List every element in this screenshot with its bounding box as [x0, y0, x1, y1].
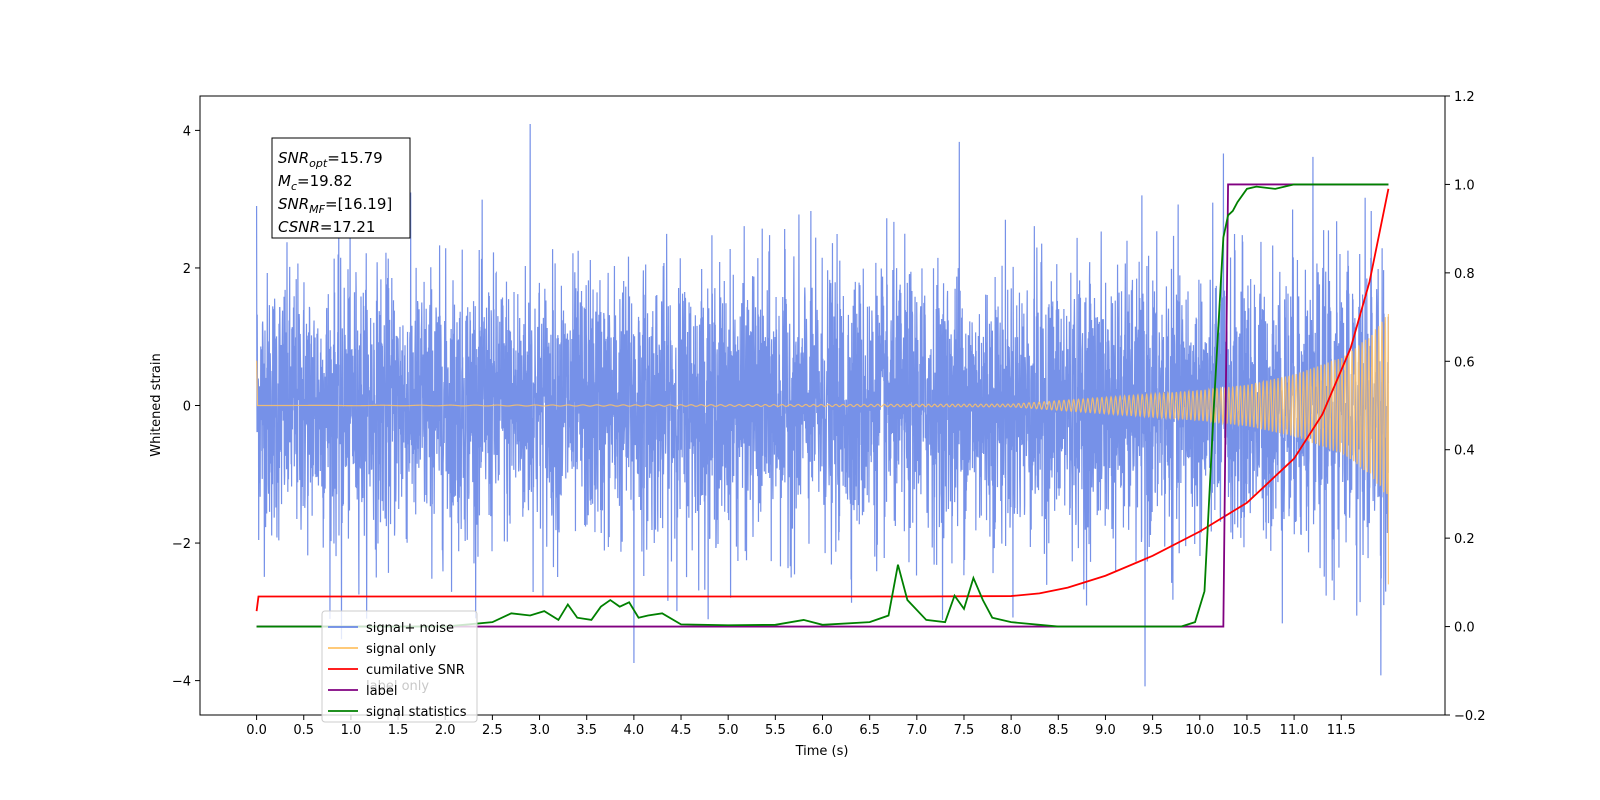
x-tick-label: 10.5 [1232, 723, 1261, 738]
x-tick-label: 11.0 [1280, 723, 1309, 738]
y2-tick-label: 1.2 [1454, 90, 1475, 105]
annotation-line: Mc=19.82 [278, 172, 353, 193]
legend-entry-label: signal+ noise [366, 621, 454, 636]
y2-tick-label: 0.6 [1454, 355, 1475, 370]
legend-entry-label: cumilative SNR [366, 663, 465, 678]
annotation-value: =[16.19] [325, 195, 392, 213]
series-signal-statistics-line [256, 183, 1389, 628]
legend-entry-label: label [366, 684, 397, 699]
x-tick-label: 2.5 [482, 723, 503, 738]
legend-hidden-text: label only [366, 679, 429, 694]
x-tick-label: 6.0 [812, 723, 833, 738]
series-layer [255, 123, 1390, 687]
x-tick-label: 0.0 [246, 723, 267, 738]
y-tick-label: 2 [183, 262, 191, 277]
annotation-symbol: CSNR [278, 218, 320, 236]
annotation-symbol: SNR [278, 195, 309, 213]
y-axis-label: Whitened strain [149, 353, 164, 456]
snr-annotation-box: SNRopt=15.79Mc=19.82SNRMF=[16.19]CSNR=17… [271, 137, 411, 239]
x-tick-label: 9.5 [1142, 723, 1163, 738]
y-tick-label: 4 [183, 124, 191, 139]
x-tick-label: 3.5 [576, 723, 597, 738]
x-tick-label: 5.0 [718, 723, 739, 738]
x-tick-label: 1.0 [341, 723, 362, 738]
x-tick-label: 7.5 [954, 723, 975, 738]
annotation-subscript: opt [309, 157, 328, 170]
annotation-symbol: SNR [278, 149, 309, 167]
x-tick-label: 8.0 [1001, 723, 1022, 738]
annotation-line: SNRMF=[16.19] [278, 195, 392, 216]
annotation-value: =15.79 [327, 149, 383, 167]
y-axis-right: −0.2 0.0 0.2 0.4 0.6 0.8 1.0 1.2 [1445, 90, 1486, 724]
x-tick-label: 10.0 [1185, 723, 1214, 738]
y-axis-left: −4 −2 0 2 4 [172, 124, 200, 690]
x-tick-label: 6.5 [859, 723, 880, 738]
x-tick-label: 2.0 [435, 723, 456, 738]
y2-tick-label: 0.8 [1454, 267, 1475, 282]
annotation-subscript: MF [309, 203, 325, 216]
x-tick-label: 7.0 [906, 723, 927, 738]
x-axis-label: Time (s) [795, 744, 849, 759]
y-tick-label: −2 [172, 537, 191, 552]
annotation-line: SNRopt=15.79 [278, 149, 383, 170]
y2-tick-label: 0.4 [1454, 444, 1475, 459]
annotation-value: =19.82 [297, 172, 353, 190]
annotation-symbol: M [278, 172, 291, 190]
x-tick-label: 0.5 [293, 723, 314, 738]
legend: label only signal+ noise signal only cumil… [321, 610, 478, 723]
y2-tick-label: 0.0 [1454, 621, 1475, 636]
legend-entry-label: signal statistics [366, 705, 467, 720]
y2-tick-label: 1.0 [1454, 178, 1475, 193]
annotation-line: CSNR=17.21 [278, 218, 375, 236]
y2-tick-label: −0.2 [1454, 709, 1486, 724]
x-tick-label: 3.0 [529, 723, 550, 738]
x-tick-label: 1.5 [388, 723, 409, 738]
x-tick-label: 11.5 [1327, 723, 1356, 738]
legend-entry-label: signal only [366, 642, 436, 657]
y-tick-label: 0 [183, 400, 191, 415]
annotation-subscript: c [291, 180, 297, 193]
y2-tick-label: 0.2 [1454, 532, 1475, 547]
series-cumulative-snr-line [255, 188, 1390, 612]
x-tick-label: 8.5 [1048, 723, 1069, 738]
x-tick-label: 9.0 [1095, 723, 1116, 738]
series-signal-noise-line [255, 123, 1390, 687]
x-axis: 0.0 0.5 1.0 1.5 2.0 2.5 3.0 3.5 4.0 4.5 5.0 5.5 6.0 6… [246, 715, 1356, 738]
x-tick-label: 4.0 [624, 723, 645, 738]
x-tick-label: 4.5 [671, 723, 692, 738]
annotation-value: =17.21 [320, 218, 376, 236]
y-tick-label: −4 [172, 675, 191, 690]
x-tick-label: 5.5 [765, 723, 786, 738]
series-signal-only-line [255, 314, 1390, 585]
